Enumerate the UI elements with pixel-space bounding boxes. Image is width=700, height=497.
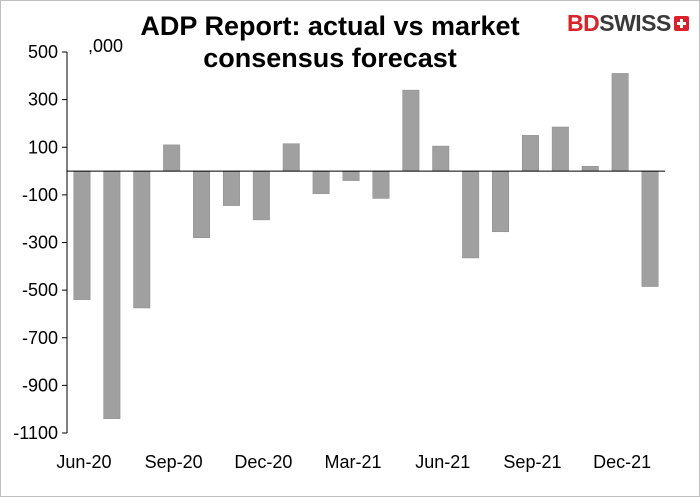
- x-tick-label: Mar-21: [325, 452, 382, 472]
- bar: [73, 170, 91, 300]
- bar: [252, 170, 270, 221]
- chart-title-line-2: consensus forecast: [203, 43, 457, 73]
- y-tick-label: -700: [22, 328, 58, 348]
- x-tick-label: Jun-21: [415, 452, 470, 472]
- y-tick-label: -900: [22, 375, 58, 395]
- logo-text-bd: BD: [567, 10, 600, 36]
- bar: [133, 170, 151, 309]
- x-tick-label: Sep-20: [145, 452, 203, 472]
- y-axis-units-label: ,000: [88, 36, 124, 56]
- bar: [372, 170, 390, 199]
- bar: [641, 170, 659, 287]
- bar: [342, 170, 360, 181]
- bdswiss-logo: BD SWISS: [567, 10, 689, 37]
- x-tick-label: Dec-21: [593, 452, 651, 472]
- x-tick-label: Sep-21: [503, 452, 561, 472]
- bar: [551, 126, 569, 172]
- bar: [432, 145, 450, 172]
- chart-title: ADP Report: actual vs market consensus f…: [120, 10, 540, 74]
- logo-text-swiss: SWISS: [599, 10, 671, 36]
- x-tick-label: Dec-20: [234, 452, 292, 472]
- bar: [492, 170, 510, 233]
- y-tick-label: 500: [28, 42, 58, 62]
- chart-title-line-1: ADP Report: actual vs market: [140, 11, 520, 41]
- bar: [611, 73, 629, 172]
- y-tick-label: -100: [22, 185, 58, 205]
- y-tick-label: -300: [22, 233, 58, 253]
- swiss-cross-icon: [673, 16, 689, 31]
- bar: [581, 166, 599, 172]
- bar: [312, 170, 330, 194]
- bar: [402, 89, 420, 172]
- x-tick-label: Jun-20: [56, 452, 111, 472]
- bar: [193, 170, 211, 238]
- y-tick-label: 100: [28, 137, 58, 157]
- y-tick-label: -1100: [13, 423, 58, 443]
- bar: [282, 143, 300, 172]
- bar: [163, 144, 181, 172]
- bar: [222, 170, 240, 206]
- bar: [462, 170, 480, 259]
- bar: [521, 135, 539, 172]
- y-tick-label: -500: [22, 280, 58, 300]
- y-tick-label: 300: [28, 90, 58, 110]
- bar: [103, 170, 121, 419]
